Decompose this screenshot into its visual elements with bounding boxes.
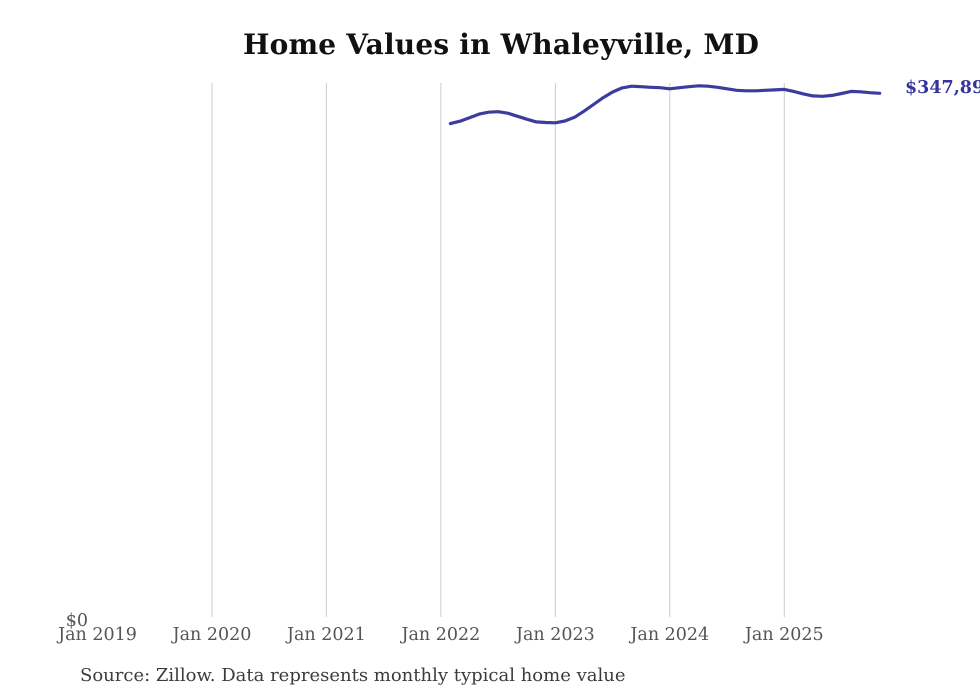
- y-axis-zero-label: $0: [65, 611, 88, 631]
- latest-value-label: $347,894: [905, 78, 980, 98]
- x-tick-label-2020-01: Jan 2020: [172, 625, 252, 645]
- x-tick-label-2025-01: Jan 2025: [744, 625, 824, 645]
- home-value-line-series: [448, 84, 882, 126]
- x-tick-label-2021-01: Jan 2021: [286, 625, 366, 645]
- x-tick-label-2024-01: Jan 2024: [630, 625, 710, 645]
- x-tick-label-2022-01: Jan 2022: [401, 625, 481, 645]
- x-tick-label-2019-01: Jan 2019: [58, 625, 137, 645]
- x-tick-label-2023-01: Jan 2023: [515, 625, 595, 645]
- chart-title: Home Values in Whaleyville, MD: [242, 28, 760, 61]
- gridlines: [211, 83, 785, 617]
- source-note: Source: Zillow. Data represents monthly …: [80, 665, 626, 686]
